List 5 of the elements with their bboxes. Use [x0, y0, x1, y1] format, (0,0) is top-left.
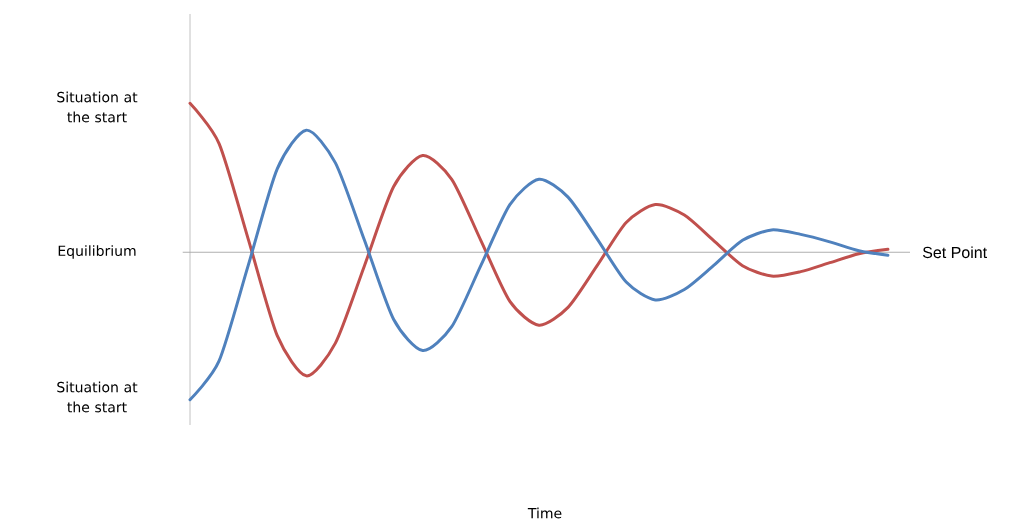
text: Situation at the start: [57, 381, 138, 413]
text: Equilibrium: [58, 245, 136, 259]
text: Situation at the start: [57, 91, 138, 123]
text: Time: [527, 507, 562, 519]
ref-line-label: Set Point: [922, 246, 987, 259]
